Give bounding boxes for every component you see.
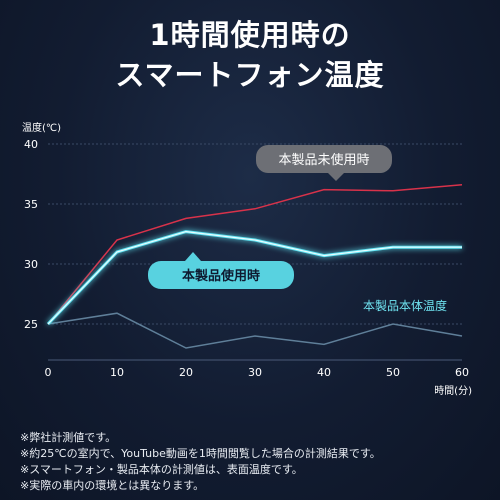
- x-tick-label: 0: [45, 366, 52, 379]
- chart-title-line-1: 1時間使用時の: [149, 18, 351, 52]
- footnote: ※弊社計測値です。: [20, 431, 117, 444]
- legend-pointer-unused: [328, 173, 344, 181]
- y-tick-label: 40: [24, 138, 38, 151]
- series-line-body-temp: [47, 312, 463, 349]
- footnotes: ※弊社計測値です。 ※約25℃の室内で、YouTube動画を1時間閲覧した場合の…: [20, 430, 490, 494]
- footnote: ※スマートフォン・製品本体の計測値は、表面温度です。: [20, 463, 303, 476]
- legend-label-used: 本製品使用時: [182, 268, 260, 284]
- chart-area: 25 30 35 40 温度(℃) 0 10 20 30 40 50 60 時間(分) 本製品未使用時本製…: [22, 121, 472, 397]
- x-tick-label: 10: [110, 366, 124, 379]
- y-axis-label: 温度(℃): [22, 121, 61, 134]
- series-line-used-core: [47, 231, 462, 325]
- y-tick-label: 25: [24, 318, 38, 331]
- x-tick-label: 30: [248, 366, 262, 379]
- x-tick-label: 40: [317, 366, 331, 379]
- y-tick-label: 30: [24, 258, 38, 271]
- x-tick-label: 60: [455, 366, 469, 379]
- legend-box-used: [148, 261, 294, 289]
- y-tick-label: 35: [24, 198, 38, 211]
- x-axis-label: 時間(分): [434, 385, 472, 397]
- legend-label-unused: 本製品未使用時: [278, 152, 369, 168]
- footnote: ※実際の車内の環境とは異なります。: [20, 479, 205, 492]
- legend-label-body-temp: 本製品本体温度: [363, 298, 447, 313]
- footnote: ※約25℃の室内で、YouTube動画を1時間閲覧した場合の計測結果です。: [20, 447, 381, 460]
- series-line-unused: [47, 184, 463, 325]
- legend-pointer-used: [185, 252, 201, 261]
- x-tick-label: 20: [179, 366, 193, 379]
- legend-box-unused: [256, 145, 392, 173]
- chart-title-line-2: スマートフォン温度: [115, 58, 385, 92]
- x-tick-label: 50: [386, 366, 400, 379]
